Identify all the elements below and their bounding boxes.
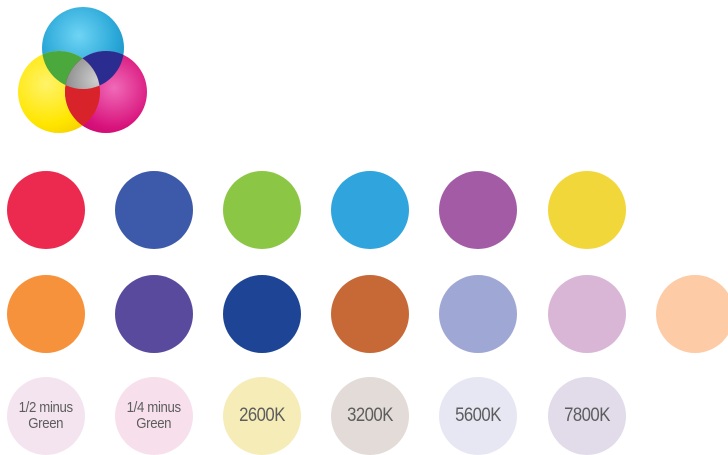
swatch-label-text: 1/2 minus Green xyxy=(18,399,74,432)
cmy-color-wheel-icon xyxy=(18,7,147,133)
color-swatch xyxy=(656,275,728,353)
filter-swatch-labeled: 5600K xyxy=(439,377,517,455)
filter-swatch-labeled: 2600K xyxy=(223,377,301,455)
filter-swatch-labeled: 1/4 minus Green xyxy=(115,377,193,455)
color-swatch xyxy=(548,275,626,353)
swatch-label-text: 7800K xyxy=(564,405,610,426)
color-swatch xyxy=(7,275,85,353)
color-swatch xyxy=(223,171,301,249)
filter-swatch-labeled: 1/2 minus Green xyxy=(7,377,85,455)
swatch-label-text: 1/4 minus Green xyxy=(126,399,182,432)
color-swatch xyxy=(331,171,409,249)
color-swatch xyxy=(7,171,85,249)
color-swatch xyxy=(115,275,193,353)
swatch-label-text: 5600K xyxy=(455,405,501,426)
color-swatch xyxy=(115,171,193,249)
color-swatch xyxy=(439,275,517,353)
swatch-label-text: 3200K xyxy=(347,405,393,426)
filter-swatch-labeled: 3200K xyxy=(331,377,409,455)
color-swatch xyxy=(548,171,626,249)
color-swatch xyxy=(223,275,301,353)
filter-swatch-labeled: 7800K xyxy=(548,377,626,455)
swatch-label-text: 2600K xyxy=(239,405,285,426)
color-swatch xyxy=(439,171,517,249)
color-swatch xyxy=(331,275,409,353)
